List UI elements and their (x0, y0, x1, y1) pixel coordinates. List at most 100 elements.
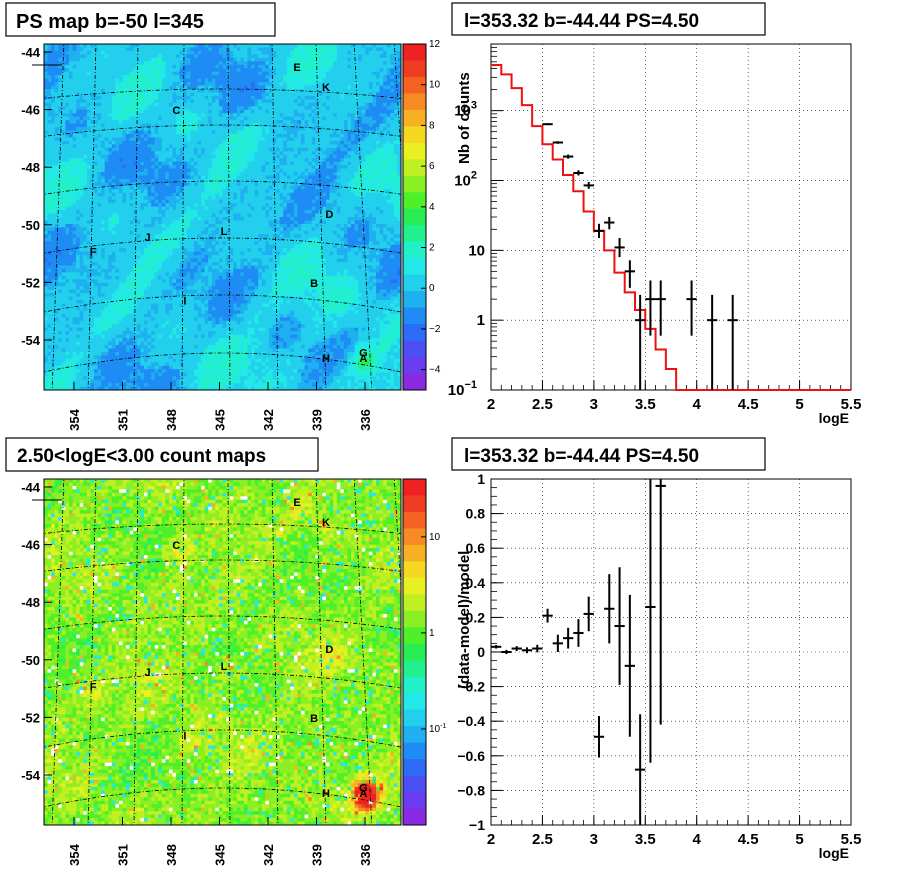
heatmap-cell (126, 168, 131, 173)
heatmap-cell (329, 185, 334, 190)
heatmap-cell (268, 54, 273, 59)
heatmap-cell (240, 137, 245, 142)
heatmap-cell (51, 178, 56, 183)
heatmap-cell (390, 85, 395, 90)
heatmap-cell (372, 88, 377, 93)
heatmap-cell (193, 182, 199, 187)
heatmap-cell (322, 78, 327, 83)
heatmap-cell (65, 196, 70, 201)
heatmap-cell (304, 116, 309, 121)
heatmap-cell (204, 113, 209, 118)
heatmap-cell (240, 130, 245, 135)
heatmap-cell (372, 175, 377, 180)
heatmap-cell (254, 175, 259, 180)
heatmap-cell (258, 78, 263, 83)
heatmap-cell (126, 165, 131, 170)
heatmap-cell (72, 113, 77, 118)
heatmap-cell (318, 71, 323, 76)
heatmap-cell (354, 50, 359, 55)
heatmap-cell (83, 147, 88, 152)
heatmap-cell (243, 133, 248, 138)
heatmap-cell (329, 47, 334, 52)
heatmap-cell (276, 178, 281, 183)
heatmap-cell (190, 102, 195, 107)
heatmap-cell (243, 120, 248, 125)
heatmap-cell (386, 116, 391, 121)
heatmap-cell (329, 196, 334, 201)
heatmap-cell (326, 102, 331, 107)
heatmap-cell (268, 109, 273, 114)
heatmap-cell (111, 196, 116, 201)
heatmap-cell (340, 50, 345, 55)
heatmap-cell (168, 113, 174, 118)
heatmap-cell (108, 154, 113, 159)
heatmap-cell (58, 88, 63, 93)
heatmap-cell (83, 151, 88, 156)
heatmap-cell (261, 50, 266, 55)
heatmap-cell (208, 116, 213, 121)
heatmap-cell (236, 61, 241, 66)
heatmap-cell (347, 154, 352, 159)
heatmap-cell (93, 57, 99, 62)
heatmap-cell (340, 182, 345, 187)
heatmap-cell (83, 178, 88, 183)
heatmap-cell (247, 120, 252, 125)
heatmap-cell (115, 196, 120, 201)
heatmap-cell (308, 213, 313, 218)
heatmap-cell (347, 158, 352, 163)
heatmap-cell (243, 140, 248, 145)
heatmap-cell (161, 57, 166, 62)
heatmap-cell (233, 196, 238, 201)
heatmap-cell (54, 102, 59, 107)
heatmap-cell (147, 137, 152, 142)
heatmap-cell (158, 120, 163, 125)
heatmap-cell (333, 75, 338, 80)
heatmap-cell (172, 75, 177, 80)
heatmap-cell (343, 133, 348, 138)
heatmap-cell (179, 144, 184, 149)
heatmap-cell (86, 102, 91, 107)
heatmap-cell (272, 50, 277, 55)
heatmap-cell (126, 189, 131, 194)
heatmap-cell (154, 54, 159, 59)
heatmap-cell (133, 120, 138, 125)
heatmap-cell (201, 127, 206, 131)
heatmap-cell (379, 123, 384, 128)
heatmap-cell (354, 106, 359, 111)
heatmap-cell (326, 78, 331, 83)
heatmap-cell (304, 133, 309, 138)
heatmap-cell (108, 130, 113, 135)
heatmap-cell (251, 144, 256, 149)
heatmap-cell (129, 206, 134, 211)
heatmap-cell (190, 182, 195, 187)
heatmap-cell (68, 64, 74, 69)
heatmap-cell (376, 151, 381, 156)
heatmap-cell (143, 57, 149, 62)
heatmap-cell (365, 182, 370, 187)
heatmap-cell (240, 144, 245, 149)
heatmap-cell (365, 109, 370, 114)
heatmap-cell (108, 213, 113, 218)
heatmap-cell (97, 47, 102, 52)
heatmap-cell (247, 50, 252, 55)
heatmap-cell (186, 109, 191, 114)
heatmap-cell (58, 44, 63, 48)
heatmap-cell (72, 95, 77, 100)
heatmap-cell (347, 50, 352, 55)
heatmap-cell (276, 57, 281, 62)
heatmap-cell (243, 189, 248, 194)
heatmap-cell (151, 54, 156, 59)
heatmap-cell (354, 172, 359, 176)
heatmap-cell (286, 123, 291, 128)
heatmap-cell (154, 175, 159, 180)
heatmap-cell (133, 47, 138, 52)
heatmap-cell (168, 199, 174, 204)
heatmap-cell (54, 47, 59, 52)
heatmap-cell (193, 213, 199, 218)
heatmap-cell (379, 116, 384, 121)
heatmap-cell (261, 85, 266, 90)
heatmap-cell (179, 47, 184, 52)
heatmap-cell (376, 68, 381, 73)
heatmap-cell (304, 137, 309, 142)
heatmap-cell (90, 165, 95, 170)
